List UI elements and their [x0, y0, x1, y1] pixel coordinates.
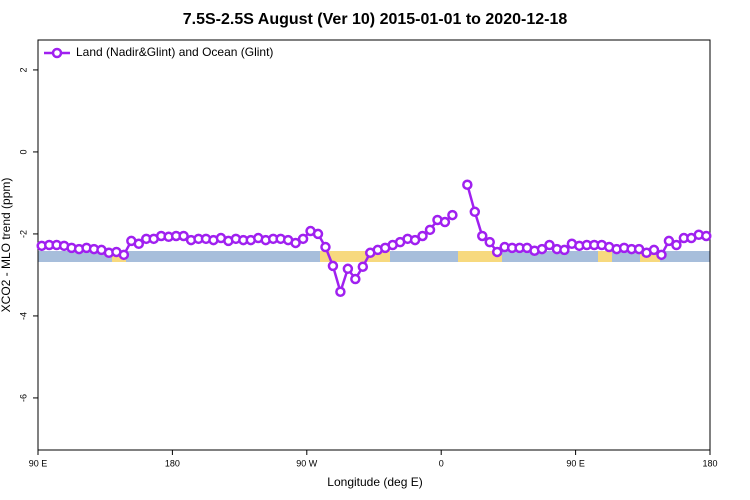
x-axis-label: Longitude (deg E) — [327, 475, 422, 489]
y-tick-label: -6 — [18, 394, 28, 402]
data-point — [312, 228, 324, 240]
data-point — [447, 209, 458, 221]
land-strip — [320, 251, 390, 262]
data-point — [462, 179, 473, 190]
data-point — [350, 273, 361, 285]
data-point — [118, 249, 130, 261]
x-tick-label: 90 W — [296, 458, 318, 468]
land-strip — [598, 251, 612, 262]
data-point — [477, 230, 488, 242]
y-tick-label: -2 — [18, 230, 28, 238]
data-point — [484, 236, 495, 248]
data-point — [320, 241, 331, 253]
x-tick-label: 180 — [165, 458, 180, 468]
legend-label: Land (Nadir&Glint) and Ocean (Glint) — [76, 45, 273, 59]
x-tick-label: 180 — [702, 458, 717, 468]
data-point — [297, 233, 309, 245]
data-point — [327, 260, 339, 272]
data-point — [559, 244, 570, 256]
data-point — [671, 239, 682, 251]
data-point — [424, 224, 436, 236]
data-point — [469, 206, 481, 218]
y-tick-label: -4 — [18, 312, 28, 320]
y-tick-label: 0 — [18, 149, 28, 154]
data-point — [342, 263, 354, 275]
data-point — [544, 239, 555, 251]
legend-marker — [51, 47, 63, 59]
data-point — [335, 286, 346, 297]
data-point — [536, 243, 548, 255]
data-point — [178, 230, 189, 242]
data-point — [409, 234, 421, 246]
data-point — [357, 261, 369, 272]
data-point — [701, 230, 712, 242]
x-tick-label: 0 — [439, 458, 444, 468]
chart-title: 7.5S-2.5S August (Ver 10) 2015-01-01 to … — [183, 11, 568, 28]
data-point — [439, 216, 451, 228]
x-tick-label: 90 E — [566, 458, 585, 468]
data-point — [133, 238, 145, 250]
data-point — [417, 230, 428, 242]
data-point — [663, 235, 675, 247]
data-point — [290, 237, 301, 249]
data-point — [648, 244, 660, 256]
data-point — [491, 246, 503, 258]
x-tick-label: 90 E — [29, 458, 48, 468]
data-point — [656, 249, 667, 261]
y-tick-label: 2 — [18, 67, 28, 72]
land-strip — [458, 251, 502, 262]
y-axis-label: XCO2 - MLO trend (ppm) — [0, 178, 13, 313]
